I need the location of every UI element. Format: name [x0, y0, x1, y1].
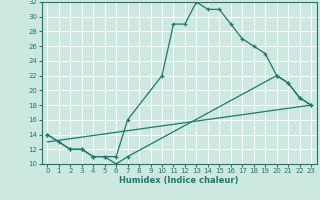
X-axis label: Humidex (Indice chaleur): Humidex (Indice chaleur) [119, 176, 239, 185]
